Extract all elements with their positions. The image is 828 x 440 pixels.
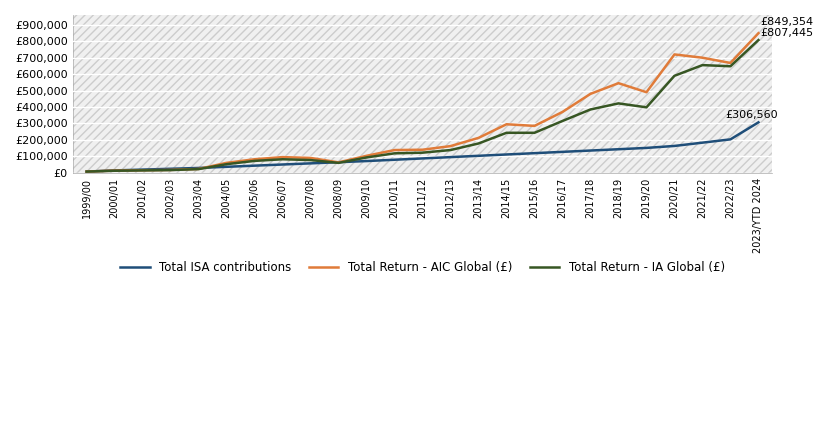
Total ISA contributions	[417, 156, 427, 161]
Total ISA contributions	[585, 148, 595, 153]
Total Return - AIC Global (£)	[557, 109, 567, 114]
Total ISA contributions	[389, 157, 399, 162]
Total ISA contributions	[473, 153, 483, 158]
Total Return - AIC Global (£)	[249, 157, 259, 162]
Total Return - AIC Global (£)	[333, 160, 343, 165]
Line: Total ISA contributions: Total ISA contributions	[86, 122, 758, 172]
Total Return - IA Global (£)	[669, 73, 679, 78]
Total ISA contributions	[137, 167, 147, 172]
Total Return - IA Global (£)	[501, 130, 511, 136]
Total Return - AIC Global (£)	[361, 153, 371, 158]
Total Return - IA Global (£)	[473, 141, 483, 146]
Total Return - AIC Global (£)	[753, 30, 763, 36]
Total Return - IA Global (£)	[194, 166, 204, 172]
Total Return - AIC Global (£)	[724, 60, 734, 66]
Total Return - IA Global (£)	[249, 158, 259, 164]
Total Return - AIC Global (£)	[585, 91, 595, 96]
Total Return - IA Global (£)	[753, 37, 763, 43]
Total ISA contributions	[306, 161, 315, 166]
Total ISA contributions	[194, 165, 204, 171]
Total Return - AIC Global (£)	[306, 155, 315, 161]
Total Return - IA Global (£)	[445, 147, 455, 153]
Total Return - AIC Global (£)	[473, 135, 483, 140]
Total ISA contributions	[529, 150, 539, 156]
Total Return - IA Global (£)	[306, 158, 315, 163]
Legend: Total ISA contributions, Total Return - AIC Global (£), Total Return - IA Global: Total ISA contributions, Total Return - …	[120, 260, 724, 274]
Total Return - IA Global (£)	[696, 62, 706, 68]
Total Return - IA Global (£)	[361, 155, 371, 160]
Total Return - IA Global (£)	[137, 168, 147, 173]
Total Return - IA Global (£)	[529, 130, 539, 136]
Text: £849,354: £849,354	[759, 17, 812, 27]
Total Return - IA Global (£)	[417, 150, 427, 155]
Total Return - AIC Global (£)	[81, 169, 91, 174]
Total ISA contributions	[249, 163, 259, 168]
Total Return - AIC Global (£)	[137, 168, 147, 173]
Total ISA contributions	[557, 149, 567, 154]
Total Return - IA Global (£)	[613, 101, 623, 106]
Text: £807,445: £807,445	[759, 29, 812, 38]
Total Return - AIC Global (£)	[641, 90, 651, 95]
Total Return - AIC Global (£)	[221, 160, 231, 165]
Total Return - IA Global (£)	[724, 64, 734, 69]
Total Return - IA Global (£)	[389, 150, 399, 156]
Total Return - AIC Global (£)	[109, 168, 119, 173]
Total Return - IA Global (£)	[333, 160, 343, 165]
Total Return - IA Global (£)	[277, 157, 287, 162]
Total ISA contributions	[641, 145, 651, 150]
Total ISA contributions	[333, 160, 343, 165]
Total Return - IA Global (£)	[641, 105, 651, 110]
Total Return - IA Global (£)	[81, 169, 91, 174]
Total Return - IA Global (£)	[166, 168, 176, 173]
Total Return - AIC Global (£)	[389, 147, 399, 153]
Total Return - AIC Global (£)	[501, 121, 511, 127]
Line: Total Return - IA Global (£): Total Return - IA Global (£)	[86, 40, 758, 172]
Total Return - AIC Global (£)	[696, 55, 706, 60]
Total ISA contributions	[81, 169, 91, 174]
Total Return - IA Global (£)	[557, 118, 567, 124]
Total Return - AIC Global (£)	[613, 81, 623, 86]
Total Return - AIC Global (£)	[669, 52, 679, 57]
Total ISA contributions	[109, 168, 119, 173]
Total Return - AIC Global (£)	[277, 154, 287, 160]
Total Return - AIC Global (£)	[194, 166, 204, 172]
Total ISA contributions	[613, 147, 623, 152]
Total ISA contributions	[445, 154, 455, 160]
Total ISA contributions	[724, 137, 734, 142]
Total Return - AIC Global (£)	[166, 167, 176, 172]
Total Return - IA Global (£)	[109, 168, 119, 173]
Total Return - IA Global (£)	[585, 107, 595, 112]
Total ISA contributions	[753, 120, 763, 125]
Total ISA contributions	[361, 158, 371, 164]
Total Return - IA Global (£)	[221, 161, 231, 167]
Total Return - AIC Global (£)	[417, 147, 427, 152]
Total ISA contributions	[669, 143, 679, 149]
Total ISA contributions	[221, 164, 231, 169]
Total ISA contributions	[277, 162, 287, 167]
Total ISA contributions	[501, 152, 511, 157]
Text: £306,560: £306,560	[724, 110, 777, 120]
Total Return - AIC Global (£)	[445, 143, 455, 149]
Total Return - AIC Global (£)	[529, 123, 539, 128]
Total ISA contributions	[166, 166, 176, 172]
Total ISA contributions	[696, 140, 706, 145]
Line: Total Return - AIC Global (£): Total Return - AIC Global (£)	[86, 33, 758, 172]
